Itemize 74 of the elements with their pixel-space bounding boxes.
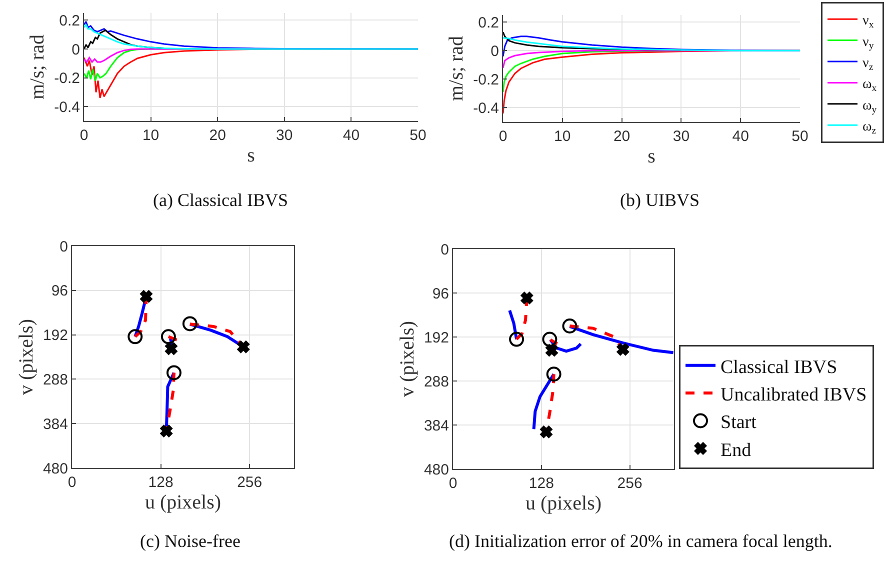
text: (d) Initialization error of 20% in camera focal length.	[449, 531, 832, 551]
legend-label: ν$_{x}$	[862, 14, 874, 30]
y-tick-label: 0	[60, 238, 68, 256]
point	[562, 318, 578, 334]
point	[128, 329, 143, 344]
legend-label: Uncalibrated IBVS	[720, 384, 867, 406]
y-axis-title: v (pixels)	[396, 320, 418, 398]
x-tick-label: 256	[237, 474, 262, 491]
legend-label: ν$_{z}$	[862, 56, 874, 73]
point	[542, 332, 558, 347]
text: (a) Classical IBVS	[153, 190, 288, 210]
y-tick-label: 0	[440, 241, 449, 258]
point	[140, 290, 152, 303]
x-tick-label: 10	[142, 127, 160, 144]
y-tick-label: 384	[42, 416, 68, 433]
y-tick-label: 96	[51, 282, 68, 300]
y-tick-label: 96	[432, 285, 449, 302]
y-tick-label: 288	[42, 371, 68, 388]
x-tick-label: 128	[148, 474, 174, 491]
legend-label: End	[720, 440, 752, 461]
legend-label: ω$_{y}$	[862, 98, 877, 116]
point	[237, 340, 250, 353]
point	[182, 316, 198, 332]
y-tick-label: 0	[72, 41, 80, 58]
x-tick-label: 30	[276, 127, 293, 144]
y-axis-title: v (pixels)	[15, 318, 38, 396]
point	[546, 366, 562, 382]
x-tick-label: 10	[554, 128, 571, 145]
y-tick-label: 192	[42, 327, 68, 344]
y-tick-label: 0	[490, 42, 499, 60]
x-tick-label: 20	[613, 128, 630, 145]
y-tick-label: 384	[424, 417, 449, 434]
line-series	[84, 48, 418, 63]
point	[520, 292, 533, 304]
y-tick-label: 192	[424, 329, 449, 346]
x-axis-title: u (pixels)	[525, 492, 602, 514]
x-axis-title: s	[247, 144, 256, 166]
point	[546, 344, 558, 356]
y-tick-label: 0.2	[478, 14, 499, 32]
legend-label: Classical IBVS	[720, 356, 838, 378]
x-tick-label: 50	[792, 128, 808, 145]
x-tick-label: 30	[672, 128, 690, 145]
point	[160, 424, 172, 438]
y-tick-label: -0.2	[54, 70, 80, 88]
point	[540, 426, 552, 438]
x-tick-label: 50	[410, 127, 426, 144]
x-tick-label: 40	[342, 127, 360, 144]
x-axis-title: s	[648, 146, 656, 168]
text: (b) UIBVS	[620, 190, 700, 210]
point	[160, 329, 176, 344]
text: (c) Noise-free	[140, 531, 240, 551]
legend-label: Start	[720, 412, 758, 434]
line-series	[503, 37, 800, 52]
x-tick-label: 256	[617, 475, 642, 492]
legend-label: ω$_{z}$	[862, 120, 877, 136]
y-axis-title: m/s; rad	[26, 34, 49, 100]
y-tick-label: 480	[42, 460, 68, 478]
y-tick-label: -0.4	[473, 100, 499, 117]
point	[166, 365, 182, 380]
y-tick-label: -0.2	[473, 71, 499, 88]
x-tick-label: 20	[209, 127, 226, 144]
x-axis-title: u (pixels)	[144, 492, 222, 514]
y-tick-label: 0.2	[59, 12, 80, 30]
legend-label: ν$_{y}$	[862, 34, 874, 52]
point	[165, 342, 178, 355]
x-tick-label: 128	[528, 475, 554, 492]
point	[616, 343, 629, 356]
y-tick-label: -0.4	[54, 98, 80, 116]
y-tick-label: 288	[424, 373, 449, 390]
y-axis-title: m/s; rad	[446, 36, 468, 101]
y-tick-label: 480	[424, 461, 449, 478]
x-tick-label: 40	[732, 128, 749, 145]
point	[509, 332, 524, 347]
legend-label: ω$_{x}$	[862, 77, 877, 94]
